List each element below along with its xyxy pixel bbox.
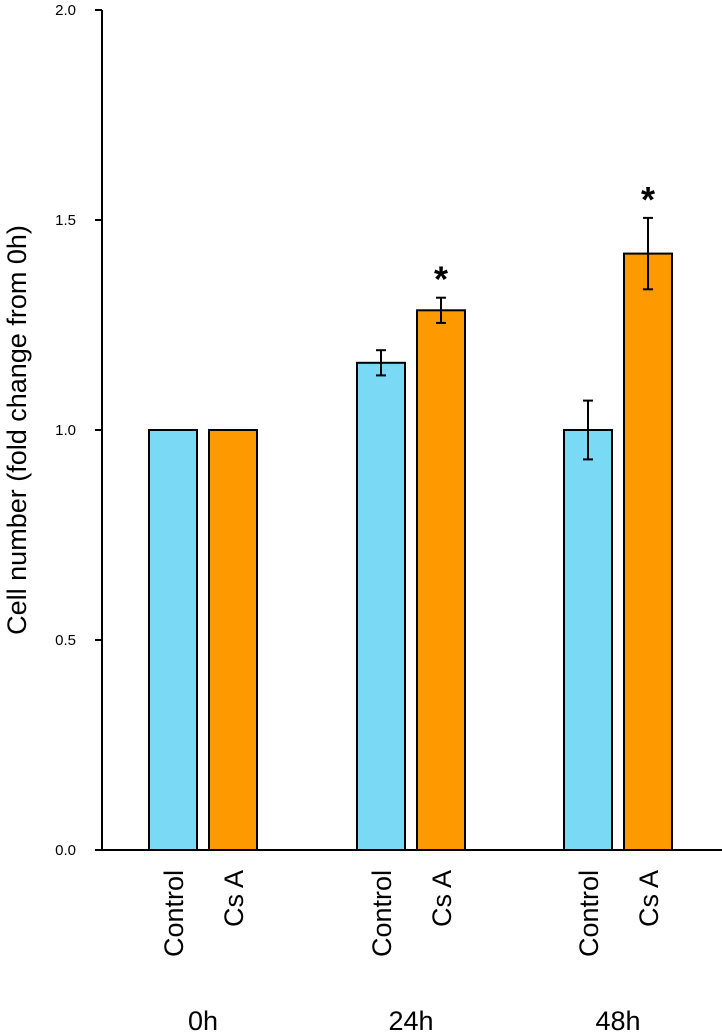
bar-control-48h [563, 429, 613, 851]
category-label-cs-a: Cs A [427, 870, 457, 927]
error-bars [376, 216, 653, 461]
significance-marker: * [434, 259, 448, 300]
group-label-48h: 48h [595, 1006, 640, 1036]
y-tick-label: 1.5 [55, 212, 76, 229]
category-label-cs-a: Cs A [219, 870, 249, 927]
bar-control-24h [356, 361, 406, 851]
group-label-24h: 24h [388, 1006, 433, 1036]
significance-marker: * [641, 179, 655, 220]
labels: Control Control Control Cs A Cs A Cs A 0h 24h 48… [159, 179, 664, 1036]
bar-control-0h [148, 429, 198, 851]
bar-cs-a-48h [623, 252, 673, 852]
bar-cs-a-0h [208, 429, 258, 851]
y-tick-label: 2.0 [55, 2, 76, 19]
y-tick-label: 1.0 [55, 422, 76, 439]
axes: 0.0 0.5 1.0 1.5 2.0 Cell number (fold change … [2, 2, 722, 859]
bars [148, 252, 673, 852]
category-label-control: Control [574, 870, 604, 957]
category-label-cs-a: Cs A [634, 870, 664, 927]
group-label-0h: 0h [188, 1006, 218, 1036]
y-tick-label: 0.0 [55, 842, 76, 859]
bar-cs-a-24h [416, 309, 466, 851]
category-label-control: Control [367, 870, 397, 957]
y-axis-title: Cell number (fold change from 0h) [2, 225, 32, 635]
category-label-control: Control [159, 870, 189, 957]
y-tick-label: 0.5 [55, 632, 76, 649]
